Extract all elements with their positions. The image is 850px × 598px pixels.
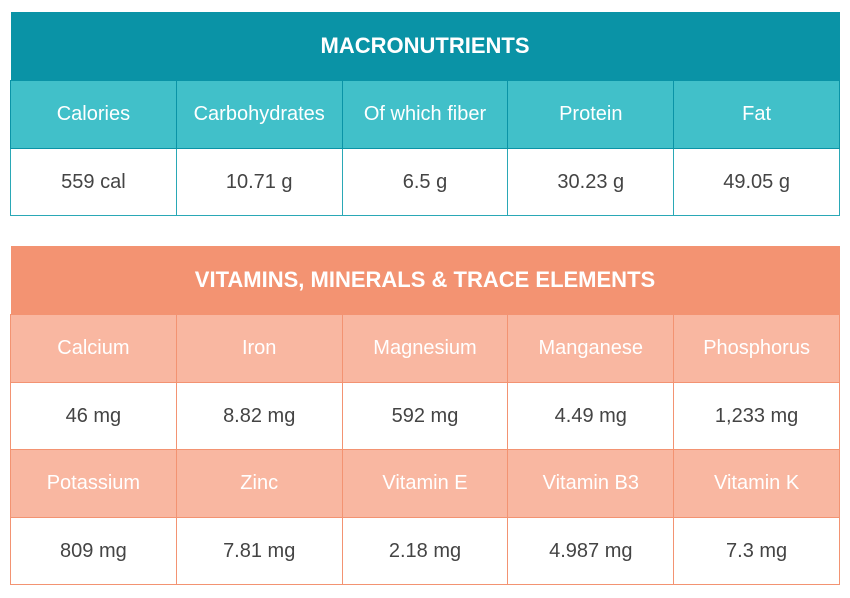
value-manganese: 4.49 mg (507, 382, 675, 450)
value-fat: 49.05 g (673, 148, 840, 216)
macronutrients-table: MACRONUTRIENTS Calories Carbohydrates Of… (10, 12, 840, 216)
header-carbohydrates: Carbohydrates (175, 80, 343, 149)
header-vitamin-b3: Vitamin B3 (507, 449, 675, 518)
value-potassium: 809 mg (10, 517, 177, 585)
value-magnesium: 592 mg (341, 382, 509, 450)
header-vitamin-k: Vitamin K (673, 449, 840, 518)
header-protein: Protein (507, 80, 675, 149)
header-zinc: Zinc (175, 449, 343, 518)
header-fiber: Of which fiber (341, 80, 509, 149)
vitamins-minerals-table: VITAMINS, MINERALS & TRACE ELEMENTS Calc… (10, 246, 840, 585)
header-potassium: Potassium (10, 449, 177, 518)
value-fiber: 6.5 g (341, 148, 509, 216)
value-iron: 8.82 mg (175, 382, 343, 450)
value-calories: 559 cal (10, 148, 177, 216)
header-calcium: Calcium (10, 314, 177, 383)
value-vitamin-b3: 4.987 mg (507, 517, 675, 585)
header-magnesium: Magnesium (341, 314, 509, 383)
value-protein: 30.23 g (507, 148, 675, 216)
value-phosphorus: 1,233 mg (673, 382, 840, 450)
macronutrients-title: MACRONUTRIENTS (10, 12, 840, 81)
value-zinc: 7.81 mg (175, 517, 343, 585)
value-calcium: 46 mg (10, 382, 177, 450)
header-phosphorus: Phosphorus (673, 314, 840, 383)
header-manganese: Manganese (507, 314, 675, 383)
header-calories: Calories (10, 80, 177, 149)
value-carbohydrates: 10.71 g (175, 148, 343, 216)
value-vitamin-k: 7.3 mg (673, 517, 840, 585)
header-iron: Iron (175, 314, 343, 383)
header-vitamin-e: Vitamin E (341, 449, 509, 518)
header-fat: Fat (673, 80, 840, 149)
value-vitamin-e: 2.18 mg (341, 517, 509, 585)
vitamins-title: VITAMINS, MINERALS & TRACE ELEMENTS (10, 246, 840, 315)
